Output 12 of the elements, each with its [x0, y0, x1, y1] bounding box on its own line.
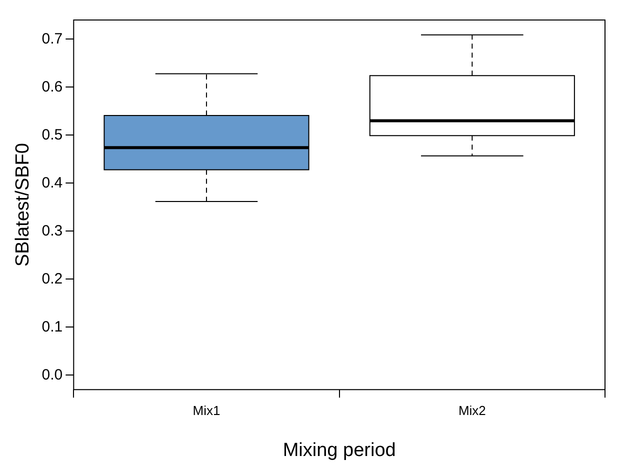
x-tick-label: Mix1 [192, 402, 220, 418]
y-tick-label: 0.2 [42, 270, 63, 288]
y-tick-label: 0.0 [42, 366, 63, 384]
y-tick-label: 0.4 [42, 174, 63, 192]
y-tick-label: 0.5 [42, 126, 63, 144]
y-tick-label: 0.1 [42, 318, 63, 336]
x-tick-label: Mix2 [458, 402, 486, 418]
y-tick-label: 0.7 [42, 30, 63, 48]
x-axis-title: Mixing period [282, 440, 396, 461]
y-axis-title: SBlatest/SBF0 [12, 143, 34, 267]
y-tick-label: 0.6 [42, 78, 63, 96]
y-tick-label: 0.3 [42, 222, 63, 240]
